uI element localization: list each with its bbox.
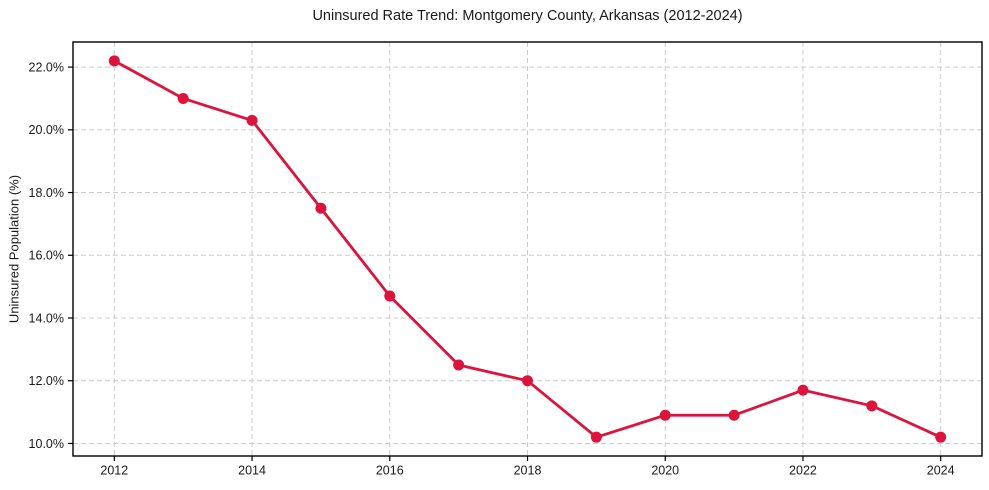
data-point-2020 (659, 409, 671, 421)
y-tick-label: 18.0% (29, 186, 64, 200)
y-tick-label: 22.0% (29, 60, 64, 74)
x-tick-label: 2020 (651, 464, 679, 478)
x-tick-label: 2022 (789, 464, 817, 478)
data-point-2024 (935, 431, 947, 443)
data-point-2017 (453, 359, 465, 371)
data-point-2013 (177, 92, 189, 104)
x-tick-label: 2014 (238, 464, 266, 478)
x-tick-label: 2018 (514, 464, 542, 478)
data-point-2023 (866, 400, 878, 412)
y-tick-label: 12.0% (29, 374, 64, 388)
y-tick-label: 10.0% (29, 437, 64, 451)
data-point-2022 (797, 384, 809, 396)
data-point-2012 (108, 55, 120, 67)
plot-border (72, 41, 983, 457)
x-tick-label: 2016 (376, 464, 404, 478)
y-tick-label: 16.0% (29, 249, 64, 263)
x-tick-label: 2012 (100, 464, 128, 478)
data-point-2015 (315, 202, 327, 214)
tick-labels: 10.0% 12.0% 14.0% 16.0% 18.0% 20.0% 22.0% 2012 2… (29, 60, 955, 477)
chart-title: Uninsured Rate Trend: Montgomery County,… (312, 8, 743, 24)
data-point-2021 (728, 409, 740, 421)
y-tick-label: 20.0% (29, 123, 64, 137)
data-point-2014 (246, 114, 258, 126)
data-point-2019 (590, 431, 602, 443)
trend-series (108, 55, 947, 443)
data-point-2018 (522, 375, 533, 387)
axes (68, 41, 983, 461)
y-tick-label: 14.0% (29, 311, 64, 325)
data-point-2016 (384, 290, 396, 302)
x-tick-label: 2024 (927, 464, 955, 478)
gridlines (73, 42, 982, 456)
